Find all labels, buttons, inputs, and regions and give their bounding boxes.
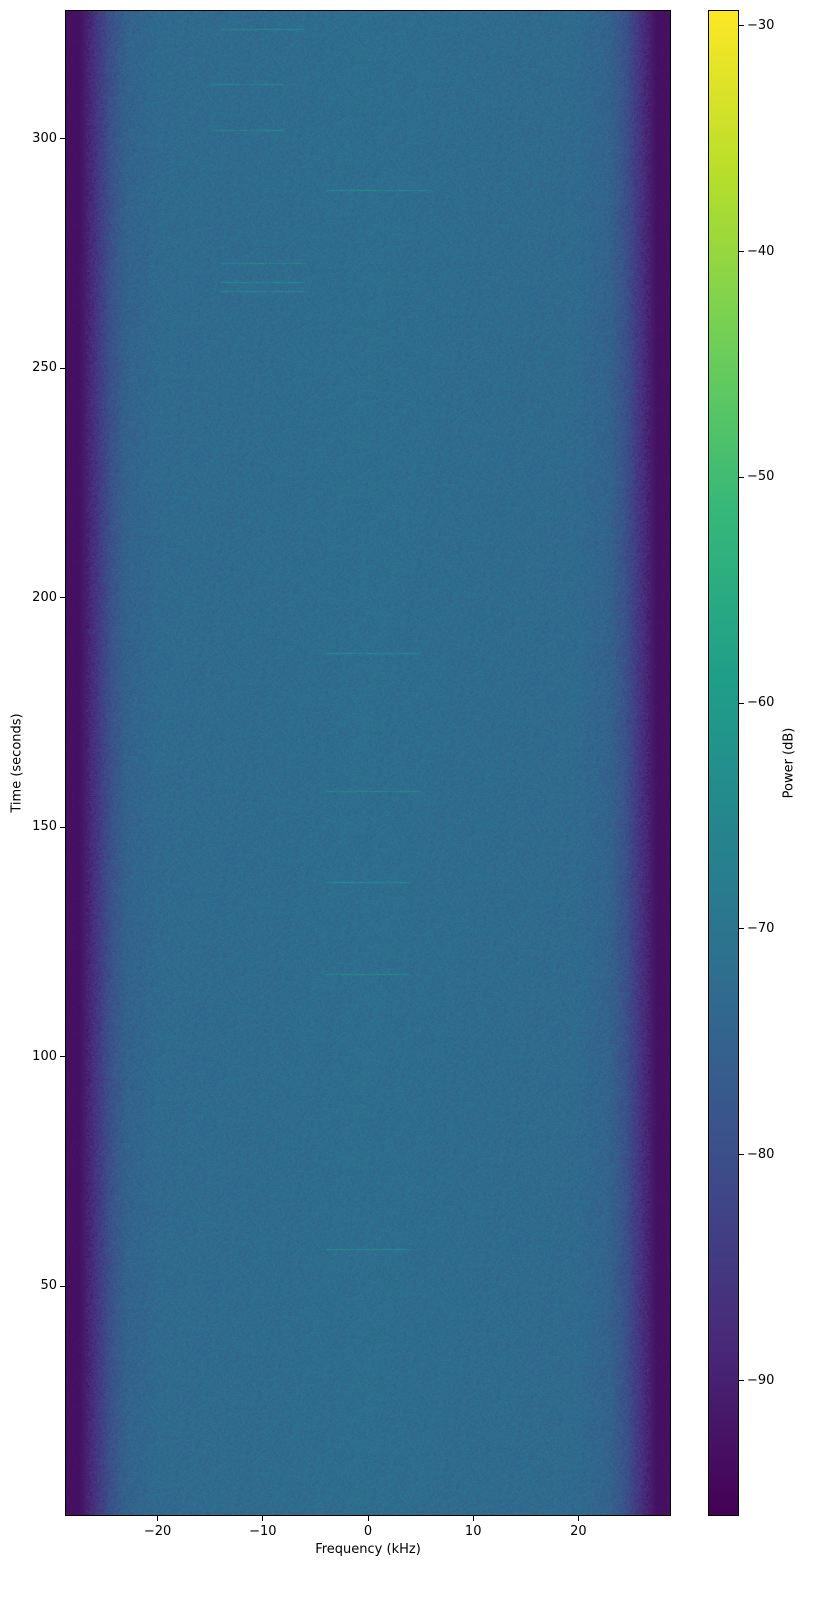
y-axis-label: Time (seconds) [9,713,25,813]
x-tick-label: −10 [249,1524,277,1539]
x-tick [157,1516,159,1521]
colorbar-tick-label: −70 [747,920,775,936]
y-tick-label: 300 [32,130,57,146]
colorbar-tick-label: −30 [747,17,775,33]
y-tick-label: 150 [32,819,57,835]
x-tick [262,1516,264,1521]
y-tick [60,1285,65,1287]
y-tick [60,826,65,828]
colorbar-tick [739,928,744,930]
colorbar-tick [739,25,744,27]
colorbar-tick-label: −60 [747,695,775,711]
y-tick [60,1056,65,1058]
x-tick-label: 10 [464,1524,482,1539]
colorbar-tick-label: −80 [747,1146,775,1162]
x-axis-label: Frequency (kHz) [315,1542,421,1557]
colorbar-tick [739,1380,744,1382]
y-tick-label: 100 [32,1048,57,1064]
x-tick-label: 20 [570,1524,587,1539]
colorbar-label: Power (dB) [781,727,797,799]
colorbar-tick-label: −40 [747,243,775,259]
colorbar [708,10,739,1516]
colorbar-tick-label: −90 [747,1372,775,1388]
colorbar-tick [739,1154,744,1156]
x-tick [367,1516,369,1521]
y-tick-label: 200 [32,589,57,605]
y-tick [60,597,65,599]
x-tick-label: 0 [363,1524,373,1539]
x-tick [577,1516,579,1521]
colorbar-tick [739,702,744,704]
colorbar-tick [739,251,744,253]
colorbar-tick [739,476,744,478]
y-tick [60,367,65,369]
y-tick-label: 250 [32,360,57,376]
x-tick-label: −20 [143,1524,172,1539]
spectrogram-image [66,11,670,1515]
y-tick [60,138,65,140]
x-tick [472,1516,474,1521]
colorbar-tick-label: −50 [747,469,775,485]
y-tick-label: 50 [40,1278,57,1294]
plot-area [65,10,671,1516]
